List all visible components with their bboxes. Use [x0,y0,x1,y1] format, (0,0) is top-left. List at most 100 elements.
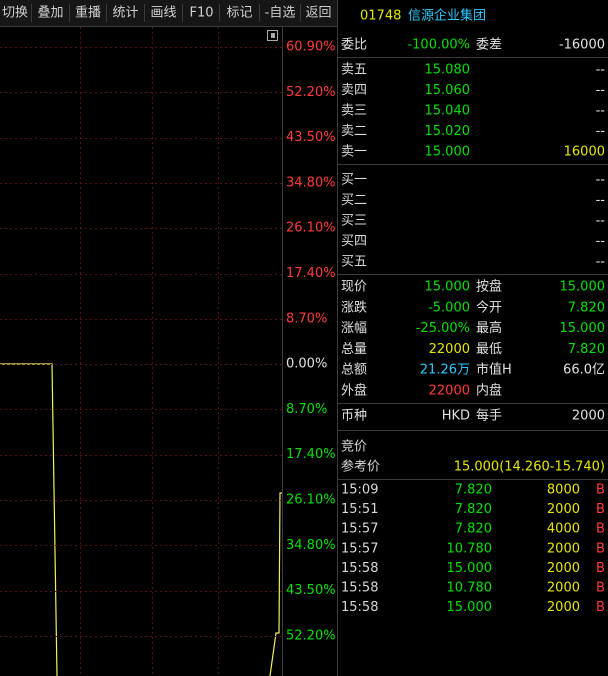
axis-label: 17.40% [286,447,336,462]
trade-price: 15.000 [447,600,493,615]
trade-volume: 4000 [547,522,580,537]
label: 委差 [476,38,502,53]
buy-volume: -- [596,173,606,188]
axis-label: 52.20% [286,85,336,100]
ref-value: 15.000(14.260-15.740) [454,460,605,475]
order-diff: -16000 [559,38,605,53]
trade-price: 10.780 [447,581,493,596]
sell-label: 卖二 [341,124,367,139]
axis-label: 34.80% [286,538,336,553]
trade-volume: 2000 [547,561,580,576]
axis-label: 34.80% [286,175,336,190]
trade-time: 15:57 [341,522,378,537]
trade-price: 7.820 [455,483,492,498]
stat-label: 总额 [341,363,367,378]
stock-code: 01748 [360,9,401,24]
trade-side: B [596,600,605,615]
toolbar-button[interactable]: 叠加 [37,6,63,21]
trade-time: 15:51 [341,502,378,517]
chart-icon[interactable] [267,30,278,41]
currency: HKD [442,409,470,424]
axis-label: 60.90% [286,40,336,55]
stat-value: 15.000 [425,280,471,295]
toolbar-button[interactable]: F10 [189,6,213,21]
stat-value: 15.000 [560,280,606,295]
stat-value: 15.000 [560,321,606,336]
toolbar-button[interactable]: -自选 [265,6,296,21]
order-ratio: -100.00% [407,38,470,53]
buy-volume: -- [596,193,606,208]
toolbar-button[interactable]: 画线 [150,6,176,21]
stat-label: 最低 [476,342,502,357]
ref-label: 参考价 [341,459,380,475]
stat-label: 现价 [341,280,367,295]
trade-price: 10.780 [447,541,493,556]
stat-value: 22000 [429,342,470,357]
trade-side: B [596,541,605,556]
lot-size: 2000 [572,409,605,424]
buy-label: 买五 [341,255,367,270]
axis-label: 43.50% [286,583,336,598]
sell-label: 卖五 [341,63,367,78]
axis-label: 0.00% [286,357,327,372]
stat-label: 市值H [476,362,512,378]
stock-name: 信源企业集团 [408,8,486,24]
trade-volume: 8000 [547,483,580,498]
sell-label: 卖三 [341,104,367,119]
sell-volume: -- [596,83,606,98]
buy-label: 买一 [341,173,367,188]
sell-label: 卖四 [341,83,367,98]
stat-value: -5.000 [428,300,470,315]
trade-time: 15:58 [341,561,378,576]
sell-price: 15.020 [425,124,471,139]
buy-label: 买四 [341,234,367,249]
buy-volume: -- [596,255,606,270]
axis-label: 8.70% [286,402,327,417]
sell-price: 15.000 [425,145,471,160]
axis-label: 52.20% [286,628,336,643]
trade-time: 15:57 [341,541,378,556]
buy-label: 买二 [341,193,367,208]
axis-label: 17.40% [286,266,336,281]
stat-value: 21.26万 [420,363,470,378]
stat-label: 涨幅 [341,321,367,336]
trade-price: 7.820 [455,502,492,517]
stat-label: 外盘 [341,383,367,399]
trade-side: B [596,581,605,596]
trade-price: 7.820 [455,522,492,537]
trade-volume: 2000 [547,600,580,615]
stat-label: 最高 [476,320,502,336]
toolbar [0,0,337,26]
sell-price: 15.080 [425,63,471,78]
label: 委比 [341,38,367,53]
trade-price: 15.000 [447,561,493,576]
stat-value: 7.820 [568,300,605,315]
sell-price: 15.060 [425,83,471,98]
trade-time: 15:09 [341,483,378,498]
price-line [269,492,282,676]
trade-time: 15:58 [341,581,378,596]
trade-side: B [596,483,605,498]
trade-volume: 2000 [547,581,580,596]
buy-label: 买三 [341,214,367,229]
sell-label: 卖一 [341,145,367,160]
toolbar-button[interactable]: 返回 [305,6,331,21]
axis-label: 8.70% [286,311,327,326]
sell-volume: -- [596,104,606,119]
axis-label: 43.50% [286,130,336,145]
stat-label: 涨跌 [341,299,367,315]
toolbar-button[interactable]: 重播 [75,5,101,21]
toolbar-button[interactable]: 标记 [226,6,252,21]
toolbar-button[interactable]: 统计 [112,6,138,21]
label: 币种 [341,409,367,424]
toolbar-button[interactable]: 切换 [2,6,28,21]
trade-volume: 2000 [547,502,580,517]
trade-side: B [596,522,605,537]
stat-label: 内盘 [476,383,502,399]
axis-label: 26.10% [286,493,336,508]
buy-volume: -- [596,234,606,249]
stat-label: 按盘 [476,279,502,295]
stat-label: 总量 [341,342,367,357]
